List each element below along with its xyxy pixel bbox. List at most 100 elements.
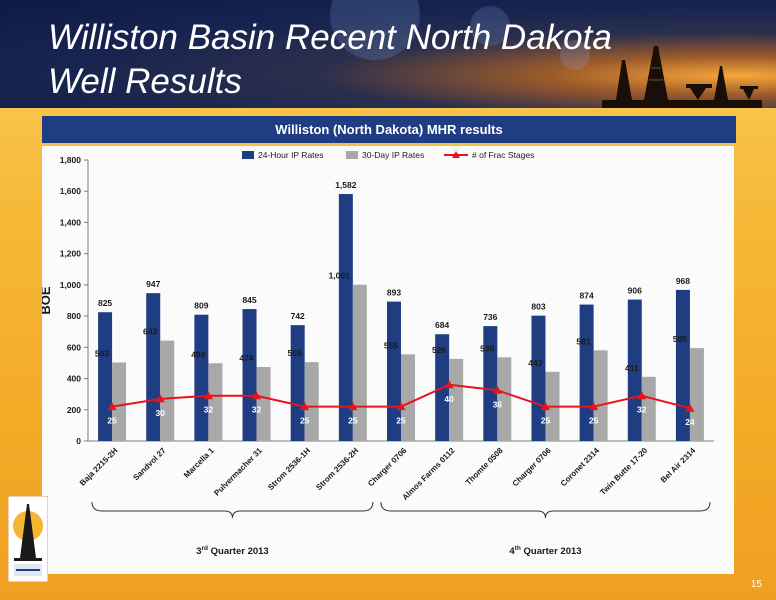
x-category-label: Twin Butte 17-20 bbox=[598, 446, 649, 497]
data-label-24h: 906 bbox=[628, 286, 642, 296]
quarter-label-rest: Quarter 2013 bbox=[521, 546, 582, 557]
frac-stages-marker bbox=[589, 402, 599, 411]
bar-30d-ip bbox=[160, 340, 175, 441]
bar-24h-ip bbox=[290, 325, 305, 441]
bar-24h-ip bbox=[627, 299, 642, 441]
frac-stages-label: 32 bbox=[637, 405, 647, 415]
frac-stages-label: 40 bbox=[444, 394, 454, 404]
data-label-24h: 825 bbox=[98, 298, 112, 308]
quarter-bracket bbox=[380, 501, 711, 519]
y-tick-label: 1,800 bbox=[60, 155, 82, 165]
frac-stages-label: 25 bbox=[300, 416, 310, 426]
y-tick-label: 400 bbox=[67, 374, 81, 384]
y-tick-label: 600 bbox=[67, 342, 81, 352]
y-axis-label: BOE bbox=[42, 286, 53, 315]
legend-label-24h: 24-Hour IP Rates bbox=[258, 150, 324, 160]
quarter-bracket bbox=[91, 501, 374, 519]
frac-stages-marker bbox=[396, 402, 406, 411]
data-label-24h: 893 bbox=[387, 288, 401, 298]
bar-30d-ip bbox=[304, 362, 319, 441]
data-label-30d: 526 bbox=[432, 345, 446, 355]
bar-24h-ip bbox=[146, 293, 161, 441]
x-category-label: Strom 2536-2H bbox=[314, 446, 360, 492]
frac-stages-label: 25 bbox=[396, 416, 406, 426]
y-tick-label: 800 bbox=[67, 311, 81, 321]
data-label-30d: 536 bbox=[480, 343, 494, 353]
data-label-30d: 581 bbox=[576, 336, 590, 346]
legend-marker-frac bbox=[452, 151, 460, 158]
chart-svg: 0 200 400 600 800 1,000 1,200 1,400 1,600 1,800 BO… bbox=[38, 150, 714, 557]
data-label-24h: 736 bbox=[483, 312, 497, 322]
data-label-30d: 498 bbox=[191, 349, 205, 359]
bar-30d-ip bbox=[689, 348, 704, 441]
y-tick-label: 1,200 bbox=[60, 249, 82, 259]
bar-30d-ip bbox=[208, 363, 223, 441]
legend-label-frac: # of Frac Stages bbox=[472, 150, 534, 160]
x-category-label: Thomte 0508 bbox=[464, 446, 505, 487]
x-category-label: Charger 0706 bbox=[366, 446, 409, 489]
x-category-label: Baja 2215-2H bbox=[78, 446, 120, 488]
frac-stages-marker bbox=[444, 380, 454, 389]
frac-stages-marker bbox=[685, 403, 695, 412]
x-category-label: Marcella 1 bbox=[182, 446, 216, 480]
page-number: 15 bbox=[750, 579, 762, 590]
quarter-label-base: 3 bbox=[196, 546, 201, 557]
data-label-30d: 555 bbox=[384, 340, 398, 350]
data-label-30d: 503 bbox=[95, 348, 109, 358]
slide-title: Williston Basin Recent North Dakota Well… bbox=[48, 18, 612, 101]
bar-30d-ip bbox=[449, 358, 464, 441]
data-label-24h: 1,582 bbox=[335, 180, 357, 190]
x-category-label: Sandvol 27 bbox=[131, 446, 168, 483]
chart-panel: 0 200 400 600 800 1,000 1,200 1,400 1,600 1,800 BO… bbox=[38, 146, 734, 574]
x-category-label: Bel Air 2314 bbox=[659, 446, 698, 485]
y-tick-label: 1,400 bbox=[60, 217, 82, 227]
bar-24h-ip bbox=[194, 314, 209, 441]
frac-stages-label: 36 bbox=[493, 399, 503, 409]
data-label-30d: 595 bbox=[673, 334, 687, 344]
frac-stages-marker bbox=[637, 391, 647, 400]
frac-stages-label: 30 bbox=[155, 408, 165, 418]
frac-stages-marker bbox=[348, 402, 358, 411]
y-tick-label: 1,600 bbox=[60, 186, 82, 196]
frac-stages-label: 32 bbox=[252, 405, 262, 415]
x-category-label: Charger 0706 bbox=[511, 446, 554, 489]
data-label-24h: 968 bbox=[676, 276, 690, 286]
quarter-label-rest: Quarter 2013 bbox=[208, 546, 269, 557]
bar-30d-ip bbox=[641, 376, 656, 441]
frac-stages-marker bbox=[492, 385, 502, 394]
frac-stages-label: 25 bbox=[107, 416, 117, 426]
bar-30d-ip bbox=[352, 284, 367, 441]
frac-stages-marker bbox=[300, 402, 310, 411]
data-label-24h: 845 bbox=[242, 295, 256, 305]
frac-stages-marker bbox=[107, 402, 117, 411]
x-category-label: Almos Farms 0112 bbox=[401, 446, 457, 502]
data-label-30d: 643 bbox=[143, 327, 157, 337]
frac-stages-marker bbox=[540, 402, 550, 411]
data-label-30d: 443 bbox=[528, 358, 542, 368]
frac-stages-label: 25 bbox=[589, 416, 599, 426]
data-label-30d: 411 bbox=[625, 363, 639, 373]
data-label-24h: 809 bbox=[194, 301, 208, 311]
x-category-label: Coronet 2314 bbox=[559, 446, 602, 489]
legend-swatch-24h bbox=[242, 151, 254, 159]
frac-stages-label: 25 bbox=[541, 416, 551, 426]
data-label-30d: 474 bbox=[239, 353, 253, 363]
data-label-24h: 742 bbox=[291, 311, 305, 321]
legend-swatch-30d bbox=[346, 151, 358, 159]
data-label-24h: 684 bbox=[435, 320, 449, 330]
data-label-30d: 1,001 bbox=[329, 271, 351, 281]
x-category-label: Strom 2536-1H bbox=[266, 446, 312, 492]
quarter-label-base: 4 bbox=[509, 546, 515, 557]
x-category-label: Pulvermacher 31 bbox=[212, 446, 264, 498]
title-banner: Williston Basin Recent North Dakota Well… bbox=[0, 0, 776, 108]
bar-30d-ip bbox=[593, 350, 608, 441]
chart-title: Williston (North Dakota) MHR results bbox=[42, 116, 736, 143]
frac-stages-label: 25 bbox=[348, 416, 358, 426]
y-tick-label: 200 bbox=[67, 405, 81, 415]
oil-rig-silhouette-icon bbox=[602, 46, 762, 108]
frac-stages-marker bbox=[203, 391, 213, 400]
legend-label-30d: 30-Day IP Rates bbox=[362, 150, 424, 160]
quarter-label-sup: rd bbox=[201, 545, 208, 552]
y-tick-label: 1,000 bbox=[60, 280, 82, 290]
